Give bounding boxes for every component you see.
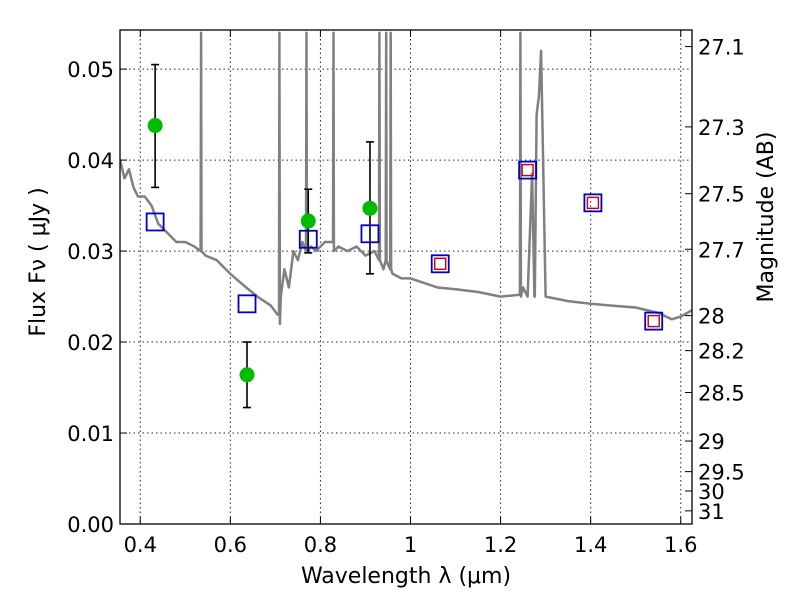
right-tick-label: 31 [698,500,725,524]
right-tick-label: 30 [698,480,725,504]
x-tick-label: 1 [404,533,417,557]
observed-detection-point [362,200,378,216]
model-photometry-point [430,254,450,274]
right-tick-label: 28.5 [698,381,745,405]
observed-upper-limit-point [647,314,660,328]
y-tick-label: 0.04 [67,149,114,173]
model-photometry-point [644,311,664,331]
model-spectrum-line [120,31,692,326]
x-tick-label: 1.2 [484,533,517,557]
model-photometry-point [237,294,257,314]
observed-upper-limit-point [521,163,534,177]
y-axis-label: Flux Fν ( μJy ) [26,187,51,336]
right-tick-label: 27.3 [698,116,745,140]
model-photometry-point [518,160,538,180]
plot-frame [119,29,693,525]
right-tick-label: 27.5 [698,183,745,207]
right-tick-label: 27.7 [698,238,745,262]
model-photometry-point [145,212,165,232]
right-tick-label: 29 [698,430,725,454]
y-tick-label: 0.03 [67,240,114,264]
x-tick-label: 0.4 [124,533,157,557]
observed-detection-point [300,213,316,229]
right-tick-label: 27.1 [698,36,745,60]
model-photometry-point [360,224,380,244]
y-tick-label: 0.00 [67,513,114,537]
y-tick-label: 0.02 [67,331,114,355]
model-photometry-point [583,193,603,213]
observed-upper-limit-point [434,257,447,271]
grid-lines [120,30,692,525]
right-axis-label: Magnitude (AB) [754,132,779,303]
model-photometry-point [298,229,318,249]
x-axis-label: Wavelength λ (μm) [301,564,511,589]
plot-data [120,31,692,409]
right-tick-label: 29.5 [698,461,745,485]
observed-upper-limit-point [586,196,600,210]
right-tick-label: 28 [698,305,725,329]
x-tick-label: 1.6 [664,533,697,557]
x-tick-label: 0.8 [304,533,337,557]
x-tick-label: 1.4 [574,533,607,557]
x-tick-label: 0.6 [214,533,247,557]
axis-ticks: 0.4 0.6 0.8 1 1.2 1.4 1.6 0.00 0.01 0.02 0.03 0.04 0… [67,30,745,557]
observed-detection-point [239,367,255,383]
observed-detection-point [147,118,163,134]
y-tick-label: 0.01 [67,422,114,446]
y-tick-label: 0.05 [67,58,114,82]
right-tick-label: 28.2 [698,340,745,364]
